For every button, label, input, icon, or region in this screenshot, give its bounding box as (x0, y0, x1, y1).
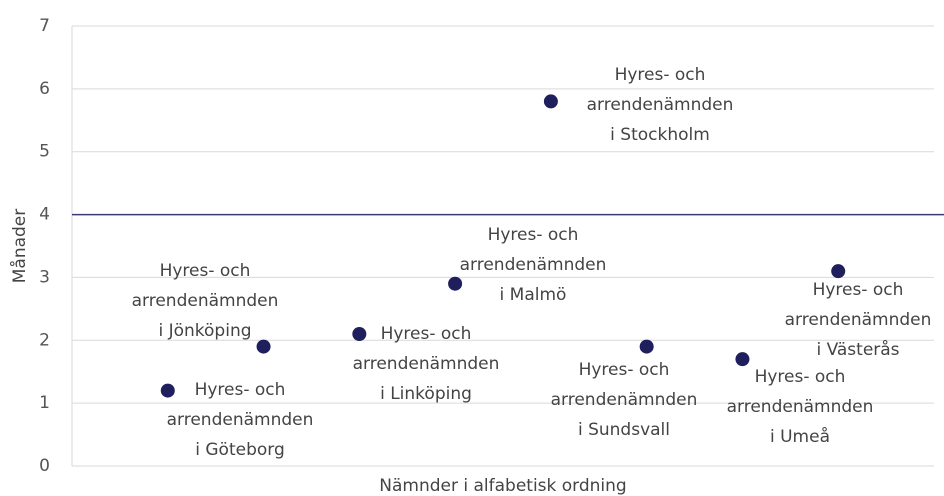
y-tick-label: 2 (39, 330, 50, 350)
data-label: i Linköping (380, 384, 472, 404)
data-point (831, 264, 846, 279)
data-label: i Göteborg (195, 440, 285, 460)
data-label: i Jönköping (158, 321, 251, 341)
data-label: i Sundsvall (578, 420, 670, 440)
data-point (639, 339, 654, 354)
y-tick-label: 6 (39, 79, 50, 99)
data-label: i Stockholm (610, 125, 710, 145)
data-label: Hyres- och (813, 280, 904, 300)
y-tick-label: 4 (39, 205, 50, 225)
data-label: arrendenämnden (727, 397, 874, 417)
x-axis-label: Nämnder i alfabetisk ordning (379, 476, 626, 496)
data-label: Hyres- och (195, 380, 286, 400)
y-tick-label: 3 (39, 267, 50, 287)
data-point (448, 276, 463, 291)
data-label: Hyres- och (615, 65, 706, 85)
data-label: arrendenämnden (460, 255, 607, 275)
data-label: Hyres- och (160, 261, 251, 281)
data-label: arrendenämnden (132, 291, 279, 311)
data-point (352, 327, 367, 341)
y-tick-label: 7 (39, 16, 50, 36)
y-tick-label: 5 (39, 142, 50, 162)
data-label: Hyres- och (579, 360, 670, 380)
data-label: Hyres- och (755, 367, 846, 387)
data-label: arrendenämnden (551, 390, 698, 410)
data-point (160, 383, 175, 398)
data-label: i Malmö (500, 285, 567, 305)
data-label: i Västerås (816, 339, 899, 360)
data-label: arrendenämnden (785, 310, 932, 330)
y-tick-label: 1 (39, 393, 50, 413)
data-label: arrendenämnden (353, 354, 500, 374)
y-tick-label: 0 (39, 456, 50, 476)
data-point (543, 94, 558, 109)
data-label: arrendenämnden (587, 95, 734, 115)
data-label: Hyres- och (488, 225, 579, 245)
data-label: arrendenämnden (167, 410, 314, 430)
data-point (256, 339, 271, 354)
data-point (735, 352, 750, 367)
y-axis-label: Månader (9, 209, 30, 284)
data-label: i Umeå (770, 426, 830, 447)
data-label: Hyres- och (381, 324, 472, 344)
